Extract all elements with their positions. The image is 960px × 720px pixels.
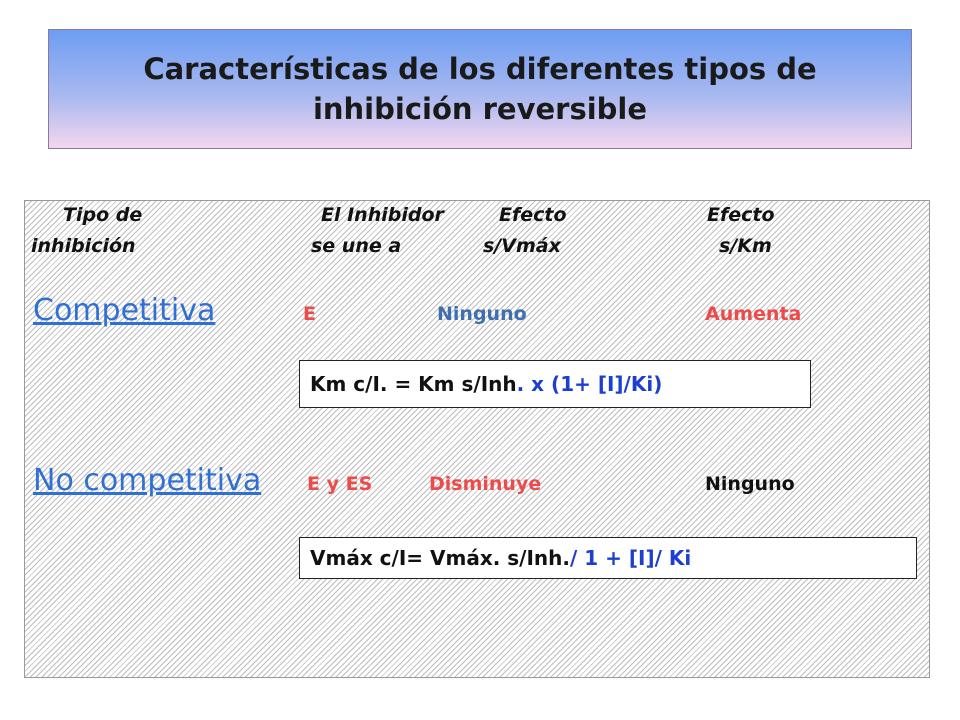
header-binds-line1: El Inhibidor (321, 204, 444, 226)
noncompetitive-effect-km: Ninguno (705, 473, 795, 495)
header-km-line2: s/Km (719, 235, 772, 257)
slide-title: Características de los diferentes tipos … (143, 52, 817, 126)
noncompetitive-effect-vmax: Disminuye (429, 473, 542, 495)
competitive-effect-vmax: Ninguno (437, 303, 527, 325)
competitive-link[interactable]: Competitiva (33, 293, 216, 328)
noncompetitive-binds-to: E y ES (307, 473, 373, 495)
competitive-formula-factor: . x (1+ [I]/Ki) (516, 372, 663, 396)
content-panel: Tipo de inhibición El Inhibidor se une a… (24, 200, 930, 678)
competitive-formula-text: Km c/I. = Km s/Inh (310, 372, 517, 396)
competitive-binds-to: E (303, 303, 316, 325)
header-vmax-line2: s/Vmáx (483, 235, 561, 257)
competitive-formula-box: Km c/I. = Km s/Inh. x (1+ [I]/Ki) (299, 360, 811, 408)
header-type-line1: Tipo de (63, 204, 143, 226)
header-vmax-line1: Efecto (499, 204, 567, 226)
header-km-line1: Efecto (707, 204, 775, 226)
title-banner: Características de los diferentes tipos … (48, 29, 912, 149)
noncompetitive-formula-box: Vmáx c/I= Vmáx. s/Inh. / 1 + [I]/ Ki (299, 537, 917, 579)
noncompetitive-link[interactable]: No competitiva (33, 463, 262, 498)
header-type-line2: inhibición (31, 235, 136, 257)
competitive-effect-km: Aumenta (705, 303, 802, 325)
noncompetitive-formula-factor: / 1 + [I]/ Ki (570, 546, 692, 570)
header-binds-line2: se une a (311, 235, 402, 257)
noncompetitive-formula-text: Vmáx c/I= Vmáx. s/Inh. (310, 546, 570, 570)
